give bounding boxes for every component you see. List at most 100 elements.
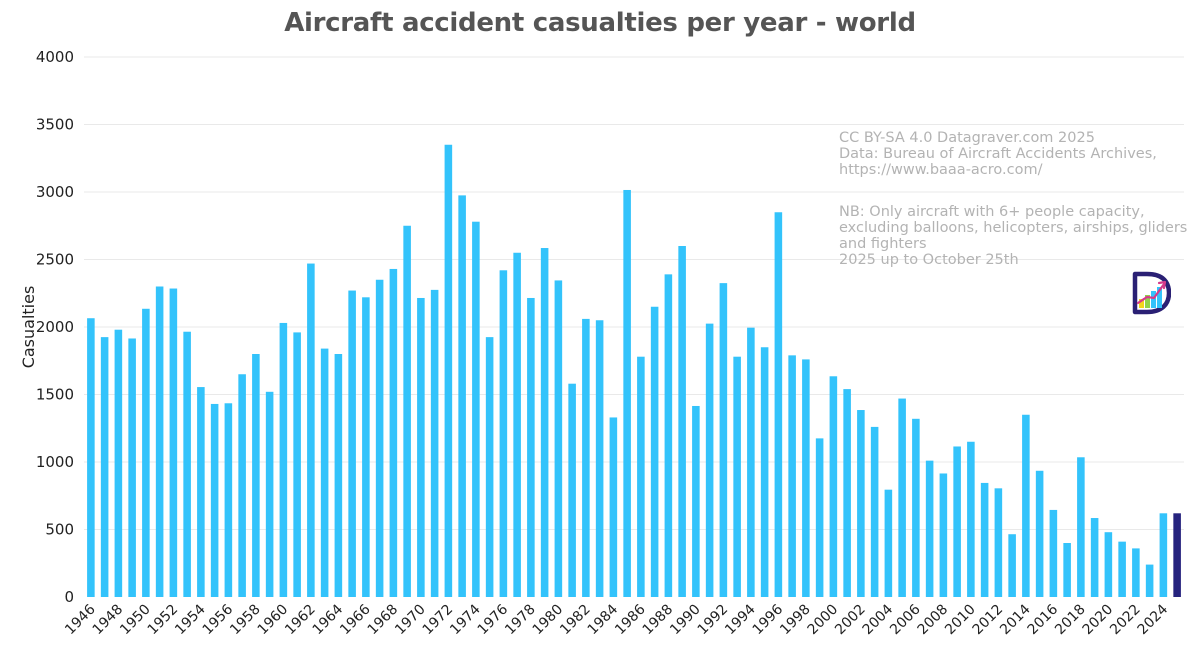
bar-2013 bbox=[1008, 534, 1016, 597]
bar-2009 bbox=[953, 446, 961, 597]
bar-1996 bbox=[774, 212, 783, 597]
bar-1980 bbox=[554, 280, 563, 597]
x-tick-label: 1966 bbox=[337, 601, 374, 638]
bar-2002 bbox=[857, 410, 865, 597]
bar-1993 bbox=[733, 356, 741, 597]
x-tick-labels: 1946194819501952195419561958196019621964… bbox=[62, 601, 1171, 638]
bar-1949 bbox=[128, 338, 136, 597]
x-tick-label: 2000 bbox=[805, 602, 842, 639]
bar-1983 bbox=[595, 320, 604, 597]
x-tick-label: 2014 bbox=[997, 601, 1034, 638]
x-tick-label: 2008 bbox=[915, 602, 952, 639]
bar-1950 bbox=[142, 308, 150, 597]
bar-1948 bbox=[114, 329, 123, 597]
bar-1967 bbox=[375, 279, 384, 597]
bar-2012 bbox=[994, 488, 1003, 597]
x-tick-label: 2016 bbox=[1025, 601, 1062, 638]
bar-1990 bbox=[692, 405, 700, 597]
x-tick-label: 1976 bbox=[475, 601, 512, 638]
bar-2004 bbox=[884, 489, 893, 597]
bar-1994 bbox=[747, 327, 755, 597]
bar-1987 bbox=[650, 306, 659, 597]
x-tick-label: 1956 bbox=[200, 601, 237, 638]
bar-1971 bbox=[430, 289, 439, 597]
x-tick-label: 2020 bbox=[1080, 602, 1117, 639]
bar-2017 bbox=[1063, 543, 1071, 597]
x-tick-label: 1954 bbox=[172, 601, 209, 638]
bar-1975 bbox=[485, 337, 494, 597]
x-tick-label: 1998 bbox=[777, 602, 814, 639]
x-tick-label: 2004 bbox=[860, 601, 897, 638]
x-tick-label: 1980 bbox=[530, 602, 567, 639]
x-tick-label: 2022 bbox=[1107, 602, 1144, 639]
bar-1995 bbox=[760, 347, 769, 597]
bar-1947 bbox=[100, 337, 109, 597]
credit-annotation: CC BY-SA 4.0 Datagraver.com 2025 Data: B… bbox=[839, 130, 1157, 178]
x-tick-label: 1952 bbox=[145, 602, 182, 639]
bar-2019 bbox=[1090, 518, 1099, 597]
bar-1951 bbox=[155, 286, 164, 597]
bar-2018 bbox=[1077, 457, 1085, 597]
y-tick-label: 1000 bbox=[36, 453, 74, 471]
bar-2025 bbox=[1173, 513, 1181, 597]
bar-1999 bbox=[815, 438, 824, 597]
x-tick-label: 2010 bbox=[942, 602, 979, 639]
bar-2007 bbox=[925, 460, 934, 597]
bar-1956 bbox=[224, 403, 233, 597]
bar-1970 bbox=[417, 297, 425, 597]
x-tick-label: 1986 bbox=[612, 601, 649, 638]
bar-2020 bbox=[1104, 532, 1113, 597]
x-tick-label: 1988 bbox=[640, 602, 677, 639]
y-tick-label: 3500 bbox=[36, 116, 74, 134]
y-tick-label: 1500 bbox=[36, 386, 74, 404]
bar-2006 bbox=[912, 418, 920, 597]
bar-1986 bbox=[637, 356, 645, 597]
x-tick-label: 1992 bbox=[695, 602, 732, 639]
bar-2021 bbox=[1118, 541, 1126, 597]
x-tick-label: 1968 bbox=[365, 602, 402, 639]
x-tick-label: 1972 bbox=[420, 602, 457, 639]
bar-2003 bbox=[870, 426, 879, 597]
x-tick-label: 1948 bbox=[90, 602, 127, 639]
x-tick-label: 1996 bbox=[750, 601, 787, 638]
bar-1958 bbox=[252, 354, 260, 597]
x-tick-label: 1958 bbox=[227, 602, 264, 639]
x-tick-label: 1978 bbox=[502, 602, 539, 639]
bar-1985 bbox=[623, 189, 631, 597]
x-tick-label: 1950 bbox=[117, 602, 154, 639]
bar-2011 bbox=[980, 482, 989, 597]
x-tick-label: 1982 bbox=[557, 602, 594, 639]
bar-1966 bbox=[362, 297, 370, 597]
y-tick-label: 2000 bbox=[36, 318, 74, 336]
x-tick-label: 1964 bbox=[310, 601, 347, 638]
bar-1978 bbox=[527, 297, 535, 597]
bar-1959 bbox=[265, 391, 274, 597]
x-tick-label: 1990 bbox=[667, 602, 704, 639]
bar-1946 bbox=[87, 318, 95, 597]
bar-2016 bbox=[1049, 509, 1058, 597]
bar-2015 bbox=[1035, 470, 1044, 597]
bar-1952 bbox=[169, 288, 178, 597]
y-tick-label: 4000 bbox=[36, 48, 74, 66]
x-tick-label: 1946 bbox=[62, 601, 99, 638]
bar-2022 bbox=[1132, 548, 1140, 597]
x-tick-label: 1960 bbox=[255, 602, 292, 639]
x-tick-label: 1974 bbox=[447, 601, 484, 638]
bar-2000 bbox=[829, 376, 838, 597]
bar-1981 bbox=[568, 383, 576, 597]
chart-title: Aircraft accident casualties per year - … bbox=[284, 8, 916, 38]
bar-1953 bbox=[183, 331, 191, 597]
y-tick-label: 0 bbox=[64, 588, 74, 606]
bar-1997 bbox=[788, 355, 796, 597]
bar-2001 bbox=[843, 389, 851, 597]
bar-1972 bbox=[444, 144, 453, 597]
gridlines bbox=[84, 56, 1184, 530]
bar-1963 bbox=[320, 348, 329, 597]
bar-1973 bbox=[458, 195, 466, 597]
y-axis-label: Casualties bbox=[19, 286, 38, 369]
bar-1979 bbox=[540, 248, 549, 597]
x-tick-label: 1970 bbox=[392, 602, 429, 639]
bar-1961 bbox=[293, 332, 301, 597]
